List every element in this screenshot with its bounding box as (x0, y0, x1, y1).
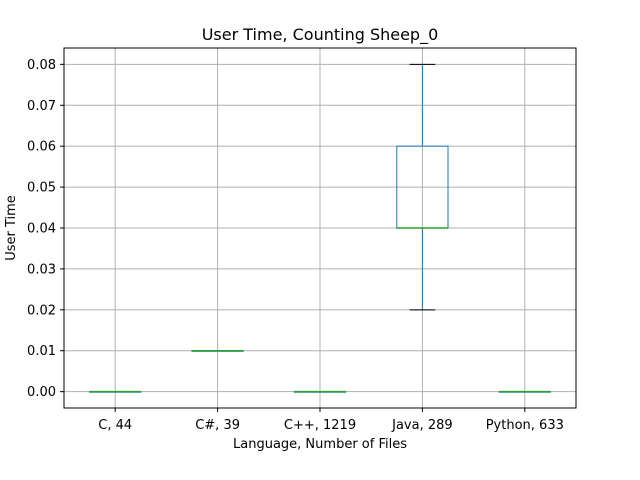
x-tick-label: Java, 289 (391, 418, 453, 433)
y-tick-label: 0.07 (27, 99, 56, 114)
x-tick-label: C, 44 (98, 418, 132, 433)
y-tick-label: 0.05 (27, 181, 56, 196)
x-axis-ticks: C, 44 C#, 39 C++, 1219 Java, 289 Python, 633 (98, 408, 564, 433)
x-tick-label: C#, 39 (195, 418, 240, 433)
box-2 (191, 349, 244, 352)
y-tick-label: 0.08 (27, 58, 56, 73)
y-tick-label: 0.00 (27, 385, 56, 400)
box-layer (89, 63, 551, 393)
y-tick-label: 0.06 (27, 140, 56, 155)
box-3 (293, 390, 347, 393)
y-axis-label: User Time (4, 195, 19, 261)
y-tick-label: 0.02 (27, 303, 56, 318)
box-4 (396, 63, 449, 311)
box-1 (89, 390, 142, 393)
x-axis-label: Language, Number of Files (233, 437, 407, 452)
box-5 (498, 390, 551, 393)
y-tick-label: 0.01 (27, 344, 56, 359)
y-axis-ticks: 0.00 0.01 0.02 0.03 0.04 0.05 0.06 0.07 0.08 (27, 58, 64, 400)
y-tick-label: 0.03 (27, 262, 56, 277)
x-tick-label: Python, 633 (486, 418, 564, 433)
x-tick-label: C++, 1219 (284, 418, 356, 433)
grid-lines (64, 48, 576, 408)
chart-title: User Time, Counting Sheep_0 (202, 25, 439, 45)
y-tick-label: 0.04 (27, 222, 56, 237)
